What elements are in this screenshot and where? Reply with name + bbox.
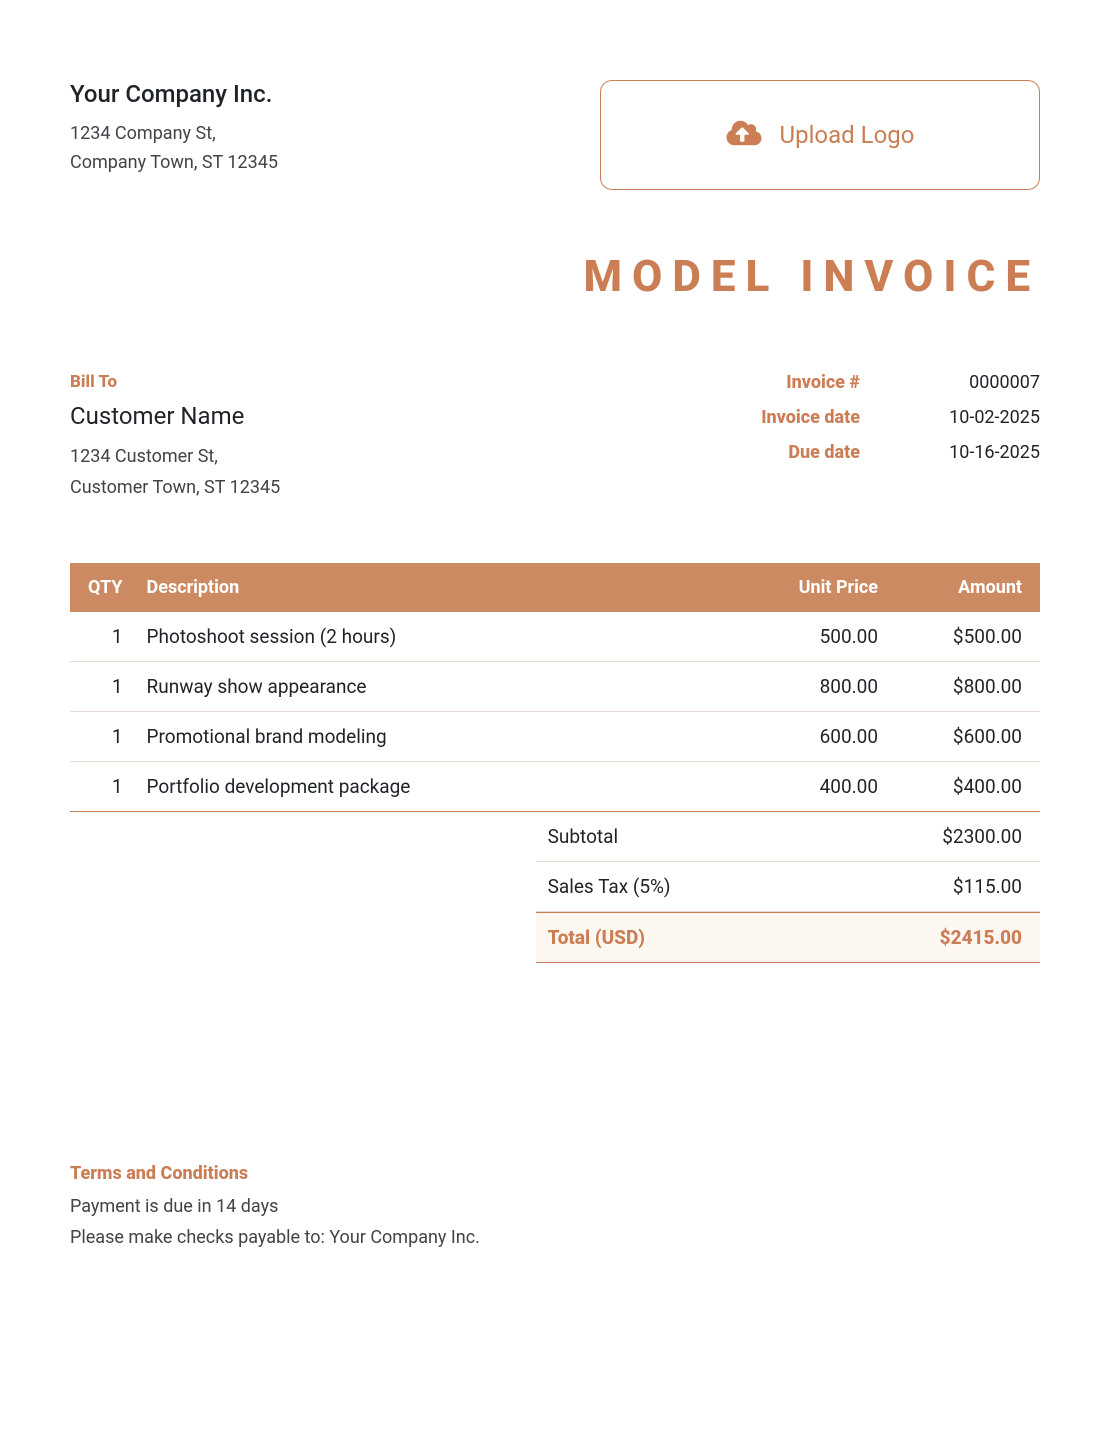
meta-row: Bill To Customer Name 1234 Customer St, …: [70, 372, 1040, 503]
header-row: Your Company Inc. 1234 Company St, Compa…: [70, 80, 1040, 190]
total-label: Total (USD): [548, 926, 645, 949]
invoice-meta-block: Invoice # 0000007 Invoice date 10-02-202…: [720, 372, 1040, 477]
cell-qty[interactable]: 1: [70, 712, 135, 762]
totals-block: Subtotal $2300.00 Sales Tax (5%) $115.00…: [536, 812, 1040, 963]
bill-to-label: Bill To: [70, 372, 280, 392]
table-row[interactable]: 1Photoshoot session (2 hours)500.00$500.…: [70, 612, 1040, 662]
cell-price[interactable]: 800.00: [730, 662, 890, 712]
company-address-line-2[interactable]: Company Town, ST 12345: [70, 149, 278, 178]
upload-logo-button[interactable]: Upload Logo: [600, 80, 1040, 190]
cell-amount[interactable]: $800.00: [890, 662, 1040, 712]
company-address-line-1[interactable]: 1234 Company St,: [70, 120, 278, 149]
invoice-date-value[interactable]: 10-02-2025: [920, 407, 1040, 428]
cell-qty[interactable]: 1: [70, 762, 135, 812]
cell-desc[interactable]: Portfolio development package: [135, 762, 730, 812]
invoice-date-label: Invoice date: [720, 407, 860, 428]
terms-block: Terms and Conditions Payment is due in 1…: [70, 1163, 1040, 1248]
cell-desc[interactable]: Photoshoot session (2 hours): [135, 612, 730, 662]
cell-amount[interactable]: $400.00: [890, 762, 1040, 812]
upload-logo-label: Upload Logo: [780, 121, 915, 149]
cloud-upload-icon: [726, 119, 762, 151]
cell-desc[interactable]: Promotional brand modeling: [135, 712, 730, 762]
cell-amount[interactable]: $600.00: [890, 712, 1040, 762]
terms-line-2[interactable]: Please make checks payable to: Your Comp…: [70, 1227, 1040, 1248]
col-desc: Description: [135, 563, 730, 612]
document-title: MODEL INVOICE: [70, 250, 1040, 302]
cell-desc[interactable]: Runway show appearance: [135, 662, 730, 712]
cell-qty[interactable]: 1: [70, 662, 135, 712]
cell-qty[interactable]: 1: [70, 612, 135, 662]
table-row[interactable]: 1Runway show appearance800.00$800.00: [70, 662, 1040, 712]
company-name[interactable]: Your Company Inc.: [70, 80, 278, 108]
terms-label: Terms and Conditions: [70, 1163, 1040, 1184]
company-block: Your Company Inc. 1234 Company St, Compa…: [70, 80, 278, 178]
customer-name[interactable]: Customer Name: [70, 402, 280, 430]
cell-amount[interactable]: $500.00: [890, 612, 1040, 662]
col-qty: QTY: [70, 563, 135, 612]
table-row[interactable]: 1Promotional brand modeling600.00$600.00: [70, 712, 1040, 762]
cell-price[interactable]: 400.00: [730, 762, 890, 812]
due-date-label: Due date: [720, 442, 860, 463]
cell-price[interactable]: 500.00: [730, 612, 890, 662]
customer-address-line-2[interactable]: Customer Town, ST 12345: [70, 473, 280, 504]
col-price: Unit Price: [730, 563, 890, 612]
subtotal-label: Subtotal: [548, 825, 618, 848]
due-date-value[interactable]: 10-16-2025: [920, 442, 1040, 463]
subtotal-value: $2300.00: [942, 825, 1022, 848]
bill-to-block: Bill To Customer Name 1234 Customer St, …: [70, 372, 280, 503]
cell-price[interactable]: 600.00: [730, 712, 890, 762]
invoice-number-value[interactable]: 0000007: [920, 372, 1040, 393]
total-value: $2415.00: [940, 926, 1022, 949]
customer-address-line-1[interactable]: 1234 Customer St,: [70, 442, 280, 473]
tax-value: $115.00: [953, 875, 1022, 898]
line-items-table: QTY Description Unit Price Amount 1Photo…: [70, 563, 1040, 812]
table-row[interactable]: 1Portfolio development package400.00$400…: [70, 762, 1040, 812]
invoice-number-label: Invoice #: [720, 372, 860, 393]
terms-line-1[interactable]: Payment is due in 14 days: [70, 1196, 1040, 1217]
tax-label: Sales Tax (5%): [548, 875, 671, 898]
col-amount: Amount: [890, 563, 1040, 612]
